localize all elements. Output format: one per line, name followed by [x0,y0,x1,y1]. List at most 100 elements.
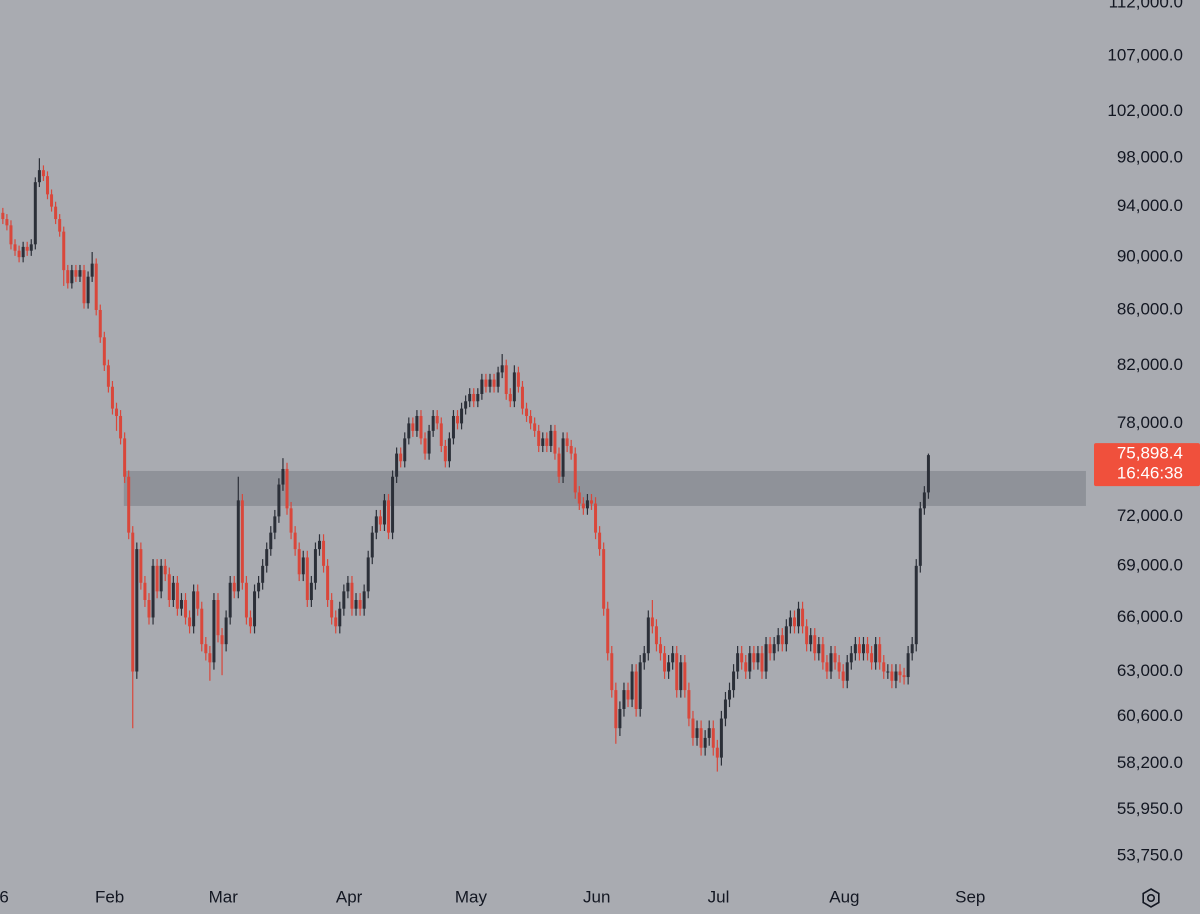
candle-body [338,608,342,627]
candle-body [484,379,488,387]
candle-body [13,244,17,251]
candle-body [512,372,516,402]
candle-body [520,386,524,409]
candle-body [740,653,744,663]
candle-body [102,337,106,366]
x-tick-label: Jul [708,887,730,906]
candle-body [135,549,139,672]
candle-body [760,653,764,672]
candle-body [703,737,707,748]
candle-body [62,231,66,271]
candle-body [606,608,610,654]
candle-body [41,170,45,177]
y-tick-label: 86,000.0 [1117,299,1183,318]
candle-body [589,500,593,504]
candle-body [277,484,281,517]
candle-body [216,599,220,636]
candle-body [577,492,581,504]
candle-body [723,699,727,719]
candle-body [301,557,305,575]
candle-body [346,582,350,592]
candle-body [529,415,533,424]
candle-body [313,549,317,583]
candle-body [622,690,626,709]
candle-body [378,516,382,525]
candle-body [54,206,58,220]
candle-body [650,617,654,627]
settings-icon-outline [1142,888,1160,908]
candle-body [273,516,277,533]
candle-body [496,372,500,387]
candle-body [78,270,82,277]
candle-body [90,263,94,277]
candle-body [415,415,419,431]
candle-body [330,599,334,618]
candle-body [281,468,285,485]
candle-body [918,508,922,566]
candle-body [403,438,407,462]
candle-body [17,250,21,258]
candle-body [399,453,403,462]
candle-body [878,644,882,663]
candle-body [147,599,151,618]
candle-body [732,671,736,691]
candle-body [801,608,805,627]
candle-body [715,747,719,758]
candle-body [5,219,9,226]
last-price-box [1094,443,1200,487]
candle-body [516,372,520,387]
y-tick-label: 58,200.0 [1117,753,1183,772]
candle-body [809,635,813,645]
candle-body [200,608,204,645]
candle-body [569,445,573,454]
candle-body [127,476,131,533]
candle-body [196,591,200,609]
candle-body [74,270,78,277]
x-tick-label: May [455,887,488,906]
candle-body [646,617,650,654]
candle-body [419,415,423,439]
candle-body [557,453,561,477]
candle-body [159,565,163,592]
y-tick-label: 112,000.0 [1109,0,1183,12]
candle-body [427,430,431,454]
y-tick-label: 82,000.0 [1117,355,1183,374]
candle-body [874,644,878,663]
candle-body [748,653,752,672]
candle-body [70,270,74,284]
candle-body [598,532,602,550]
candle-body [841,671,845,681]
candle-body [792,617,796,627]
candle-body [472,393,476,402]
candle-body [244,582,248,618]
candle-body [614,690,618,729]
candle-body [106,365,110,387]
candle-body [898,671,902,676]
candle-body [285,468,289,509]
candle-body [269,532,273,550]
candle-body [362,591,366,609]
settings-button[interactable] [1142,888,1160,908]
x-tick-label: Sep [955,887,985,906]
candle-body [447,438,451,462]
candle-body [837,662,841,672]
candle-body [261,565,265,583]
candle-body [784,626,788,645]
candle-body [691,718,695,738]
candle-body [561,438,565,477]
candle-body [98,309,102,338]
candle-body [460,408,464,424]
candle-body [667,662,671,672]
x-tick-label: Feb [95,887,124,906]
plot-area [1,158,1086,772]
candle-body [309,582,313,600]
candle-body [480,379,484,394]
candle-body [906,653,910,678]
candle-body [914,565,918,645]
candle-body [253,591,257,627]
candle-body [573,453,577,493]
candle-body [788,617,792,627]
x-tick-label: Mar [209,887,239,906]
candle-body [683,662,687,691]
candle-body [439,423,443,446]
